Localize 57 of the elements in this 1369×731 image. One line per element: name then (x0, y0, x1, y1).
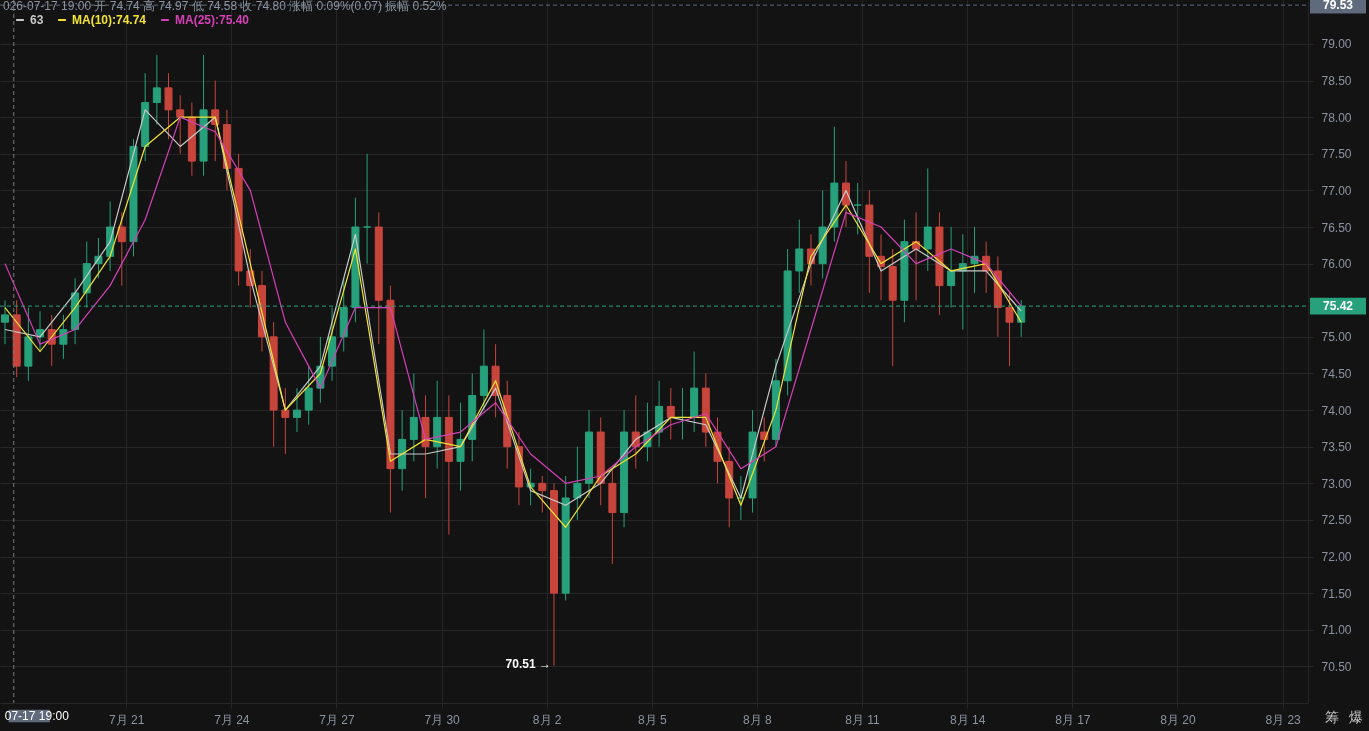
text: 筹 (1325, 709, 1339, 725)
x-tick-label: 8月 5 (637, 712, 667, 727)
candlestick (853, 182, 862, 235)
x-tick-label: 8月 8 (743, 712, 773, 727)
y-tick-label: 77.00 (1321, 183, 1352, 198)
x-tick-label: 7月 30 (424, 712, 461, 727)
y-tick-label: 76.50 (1321, 220, 1352, 235)
x-tick-label: 7月 24 (214, 712, 250, 727)
y-tick-label: 72.50 (1321, 513, 1352, 528)
y-tick-label: 71.00 (1321, 623, 1352, 638)
candlestick (304, 365, 313, 426)
y-tick-label: 78.50 (1321, 74, 1352, 89)
y-tick-label: 75.00 (1321, 330, 1352, 345)
x-tick-label: 8月 20 (1160, 712, 1196, 727)
candlestick (666, 387, 675, 440)
candlestick (409, 372, 418, 462)
y-tick-label: 79.00 (1321, 37, 1352, 52)
ref-line-label: 75.42 (1322, 299, 1354, 314)
candlestick (164, 72, 173, 140)
x-tick-label: 7月 27 (319, 712, 355, 727)
x-tick-label: 8月 17 (1055, 712, 1091, 727)
candlestick (363, 153, 372, 265)
y-tick-label: 72.00 (1321, 550, 1352, 565)
x-tick-label: 7月 21 (109, 712, 145, 727)
candlestick (456, 402, 465, 492)
x-tick-label: 8月 14 (950, 712, 986, 727)
x-tick-label: 8月 23 (1265, 712, 1302, 727)
y-tick-label: 78.00 (1321, 110, 1352, 125)
y-tick-label: 76.00 (1321, 257, 1352, 272)
candlestick (795, 219, 804, 294)
y-tick-label: 71.50 (1321, 586, 1352, 601)
y-tick-label: 77.50 (1321, 147, 1352, 162)
ref-line-label: 79.53 (1322, 0, 1354, 13)
y-tick-label: 70.50 (1321, 659, 1352, 674)
y-tick-label: 73.00 (1321, 476, 1352, 491)
candlestick (923, 167, 932, 272)
annotation: 026-07-17 19:00 开 74.74 高 74.97 低 74.58 收 74.80 涨幅 0.09%(0.07) 振幅 0.52% (3, 0, 447, 13)
text: 爆 (1349, 709, 1363, 725)
x-tick-label: 8月 2 (532, 712, 562, 727)
candlestick (293, 387, 302, 433)
candlestick (281, 387, 290, 455)
candlestick (538, 475, 547, 514)
x-tick-label: 8月 11 (845, 712, 881, 727)
candlestick (573, 446, 582, 521)
candlestick (152, 54, 161, 125)
candlestick (1005, 292, 1014, 367)
y-tick-label: 74.50 (1321, 366, 1352, 381)
legend-label: 63 (30, 13, 44, 27)
legend-label: MA(25):75.40 (175, 13, 250, 27)
candlestick (842, 160, 850, 228)
candlestick (176, 94, 185, 155)
y-tick-label: 74.00 (1321, 403, 1352, 418)
y-tick-label: 73.50 (1321, 440, 1352, 455)
candlestick (59, 314, 68, 360)
legend-label: MA(10):74.74 (72, 13, 147, 27)
annotation: 70.51 → (505, 656, 551, 671)
candlestick (117, 211, 126, 287)
